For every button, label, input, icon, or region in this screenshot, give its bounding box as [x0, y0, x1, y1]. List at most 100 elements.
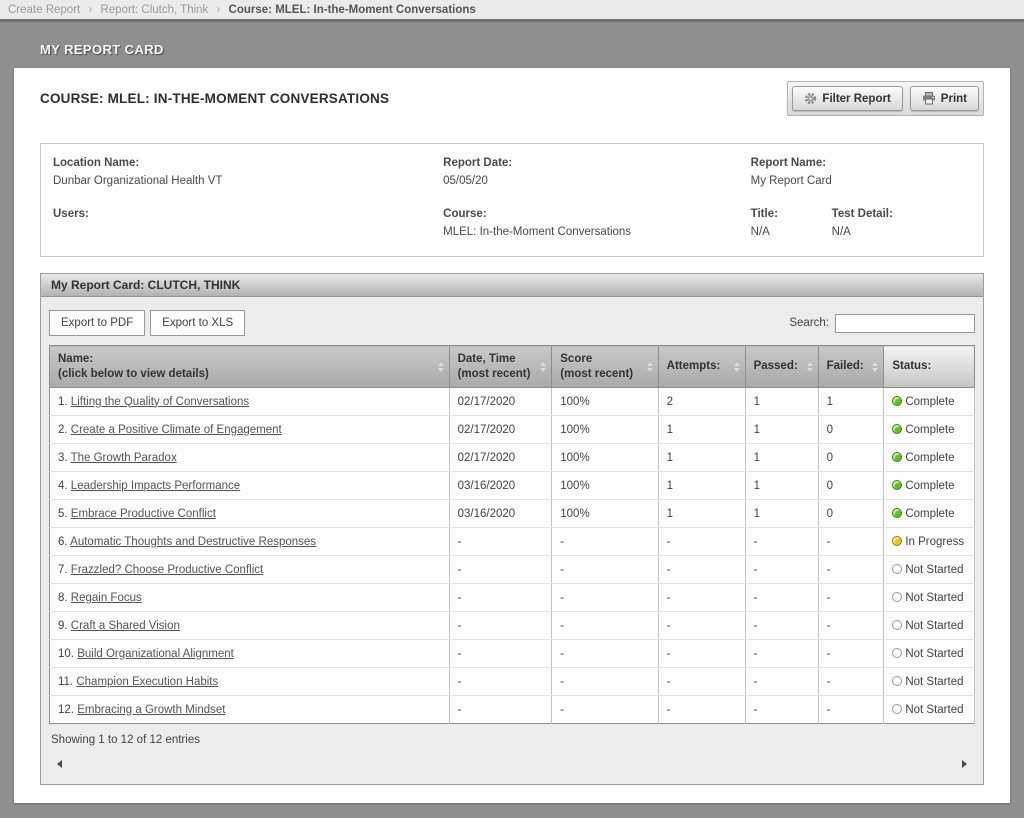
status-label: Complete: [905, 507, 955, 520]
row-number: 11.: [58, 675, 74, 688]
passed-cell: -: [745, 667, 819, 696]
search-label: Search:: [789, 317, 829, 329]
breadcrumb-item-create-report[interactable]: Create Report: [8, 4, 81, 16]
passed-cell: 1: [745, 415, 819, 444]
table-row: 6. Automatic Thoughts and Destructive Re…: [49, 527, 975, 556]
report-name-label: Report Name:: [750, 157, 827, 169]
sort-icon: [540, 361, 547, 372]
score-cell: 100%: [551, 387, 659, 416]
export-xls-button[interactable]: Export to XLS: [150, 310, 246, 336]
card-header: COURSE: MLEL: IN-THE-MOMENT CONVERSATION…: [40, 81, 984, 116]
date-cell: -: [449, 639, 553, 668]
gear-icon: [804, 92, 817, 105]
sort-icon: [437, 361, 444, 372]
score-cell: 100%: [551, 471, 659, 500]
lesson-link[interactable]: Embracing a Growth Mindset: [77, 703, 226, 716]
status-label: Complete: [905, 395, 955, 408]
column-header-passed[interactable]: Passed:: [744, 345, 819, 388]
column-header-score[interactable]: Score (most recent): [551, 345, 659, 388]
failed-cell: -: [818, 555, 885, 584]
status-label: Not Started: [905, 591, 964, 604]
lesson-link[interactable]: Leadership Impacts Performance: [70, 479, 241, 492]
column-header-date[interactable]: Date, Time (most recent): [448, 345, 553, 388]
date-cell: -: [449, 611, 553, 640]
status-cell: Not Started: [883, 611, 975, 640]
attempts-cell: -: [658, 555, 746, 584]
table-row: 12. Embracing a Growth Mindset - - - - -…: [49, 695, 975, 724]
attempts-cell: 1: [658, 415, 746, 444]
lesson-link[interactable]: Embrace Productive Conflict: [70, 507, 216, 520]
date-cell: 02/17/2020: [449, 415, 553, 444]
status-dot: [892, 676, 903, 686]
row-number: 8.: [58, 591, 68, 604]
passed-cell: 1: [745, 471, 819, 500]
failed-cell: 0: [818, 443, 885, 472]
report-date-label: Report Date:: [443, 157, 513, 169]
attempts-cell: 1: [658, 471, 746, 500]
search-input[interactable]: [835, 313, 975, 333]
breadcrumb-separator: ›: [216, 4, 221, 16]
status-cell: Not Started: [883, 639, 975, 668]
export-pdf-button[interactable]: Export to PDF: [49, 310, 146, 336]
attempts-cell: -: [658, 527, 746, 556]
report-info-box: Location Name: Dunbar Organizational Hea…: [40, 143, 984, 257]
lesson-link[interactable]: The Growth Paradox: [70, 451, 177, 464]
breadcrumb-separator: ›: [88, 4, 93, 16]
lesson-link[interactable]: Champion Execution Habits: [76, 675, 219, 688]
status-dot: [892, 620, 903, 630]
status-label: Not Started: [905, 675, 964, 688]
filter-report-button[interactable]: Filter Report: [792, 86, 903, 111]
lesson-link[interactable]: Regain Focus: [70, 591, 142, 604]
page-title: MY REPORT CARD: [40, 42, 164, 57]
score-cell: -: [551, 611, 659, 640]
status-dot: [892, 564, 903, 574]
passed-cell: 1: [745, 443, 819, 472]
lesson-link[interactable]: Craft a Shared Vision: [70, 619, 180, 632]
status-dot: [892, 704, 903, 714]
column-header-name[interactable]: Name: (click below to view details): [49, 345, 450, 388]
card-action-buttons: Filter Report Print: [787, 81, 984, 116]
column-header-attempts[interactable]: Attempts:: [657, 345, 746, 388]
failed-cell: 0: [818, 415, 885, 444]
column-header-failed[interactable]: Failed:: [817, 345, 885, 388]
lesson-link[interactable]: Frazzled? Choose Productive Conflict: [70, 563, 264, 576]
report-card-panel: COURSE: MLEL: IN-THE-MOMENT CONVERSATION…: [14, 68, 1010, 803]
date-cell: 03/16/2020: [449, 471, 553, 500]
score-cell: -: [551, 555, 659, 584]
course-label: Course:: [443, 208, 487, 220]
lesson-link[interactable]: Build Organizational Alignment: [77, 647, 234, 660]
status-label: Complete: [905, 451, 955, 464]
row-number: 3.: [58, 451, 68, 464]
filter-report-label: Filter Report: [822, 92, 891, 105]
lesson-link[interactable]: Create a Positive Climate of Engagement: [70, 423, 282, 436]
header-row: Name: (click below to view details) Date…: [49, 345, 975, 388]
status-cell: Complete: [883, 471, 975, 500]
table-row: 4. Leadership Impacts Performance 03/16/…: [49, 471, 975, 500]
status-cell: Complete: [883, 415, 975, 444]
next-page-button[interactable]: [960, 758, 969, 770]
lesson-link[interactable]: Lifting the Quality of Conversations: [70, 395, 250, 408]
lesson-link[interactable]: Automatic Thoughts and Destructive Respo…: [70, 535, 317, 548]
status-dot: [892, 536, 903, 546]
status-dot: [892, 452, 903, 462]
row-number: 10.: [58, 647, 74, 660]
sort-icon: [646, 361, 653, 372]
row-number: 6.: [58, 535, 68, 548]
table-row: 7. Frazzled? Choose Productive Conflict …: [49, 555, 975, 584]
status-label: Not Started: [905, 647, 964, 660]
failed-cell: -: [818, 611, 885, 640]
status-cell: Complete: [883, 387, 975, 416]
failed-cell: -: [818, 583, 885, 612]
failed-cell: -: [818, 527, 885, 556]
score-cell: -: [551, 667, 659, 696]
status-cell: Complete: [883, 499, 975, 528]
print-button[interactable]: Print: [909, 86, 979, 111]
previous-page-button[interactable]: [55, 758, 64, 770]
status-cell: Not Started: [883, 555, 975, 584]
failed-cell: 1: [818, 387, 885, 416]
status-cell: In Progress: [883, 527, 975, 556]
score-cell: -: [551, 583, 659, 612]
row-number: 5.: [58, 507, 68, 520]
row-number: 1.: [58, 395, 68, 408]
breadcrumb-item-report[interactable]: Report: Clutch, Think: [100, 4, 209, 16]
